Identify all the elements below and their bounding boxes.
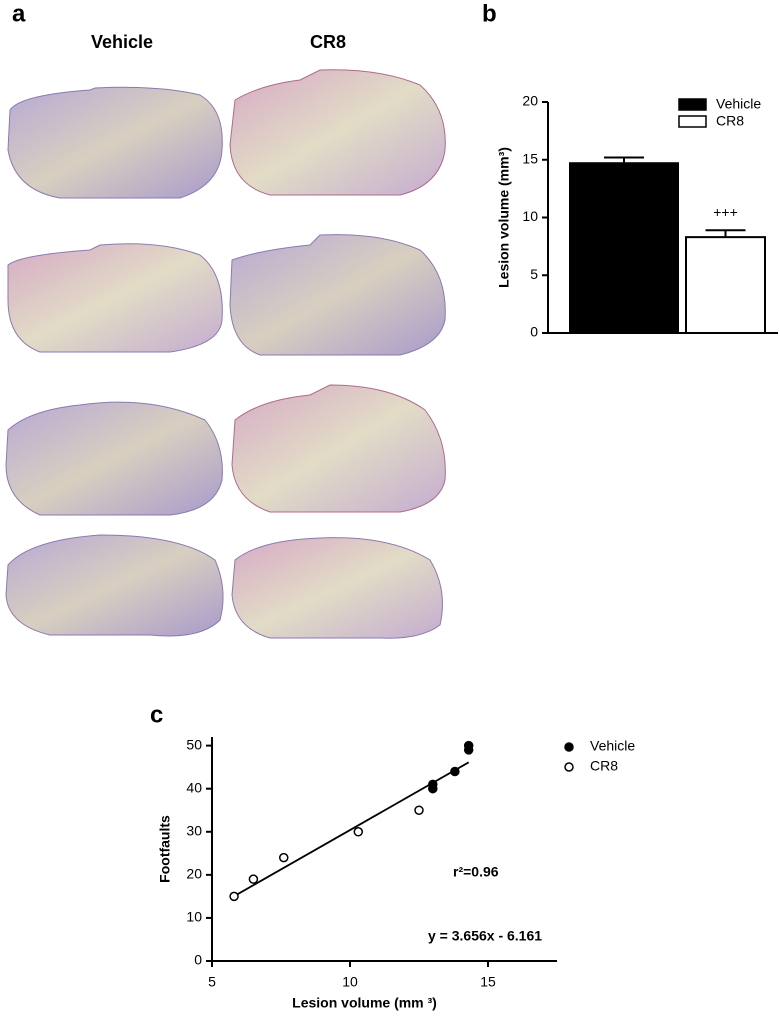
y-tick-label: 20 (522, 93, 538, 109)
y-tick-label: 10 (186, 909, 202, 925)
legend-label: Vehicle (716, 96, 761, 112)
brain-section (229, 234, 446, 356)
y-tick-label: 20 (186, 866, 202, 882)
brain-section (5, 401, 223, 516)
x-axis-label: Lesion volume (mm ³) (292, 995, 437, 1011)
legend-swatch (678, 98, 707, 111)
data-point (450, 766, 460, 777)
legend-marker (564, 742, 574, 752)
panel-label: b (482, 0, 497, 27)
y-axis-label: Lesion volume (mm³) (496, 147, 512, 288)
legend-label: CR8 (590, 758, 618, 774)
data-point (463, 745, 474, 755)
legend-marker (564, 762, 574, 772)
column-title: CR8 (310, 32, 346, 52)
legend-swatch (678, 115, 707, 128)
y-tick-label: 10 (522, 208, 538, 224)
brain-section (7, 243, 223, 353)
data-point (353, 827, 364, 837)
panel-label: c (150, 701, 163, 728)
annotation: r²=0.96 (453, 864, 499, 880)
legend-label: Vehicle (590, 738, 635, 754)
legend-label: CR8 (716, 113, 744, 129)
y-tick-label: 15 (522, 150, 538, 166)
data-point (414, 805, 424, 815)
y-tick-label: 5 (530, 266, 538, 282)
y-tick-label: 0 (194, 952, 202, 968)
data-point (279, 852, 289, 863)
x-tick-label: 10 (342, 974, 358, 990)
data-point (428, 783, 438, 794)
y-tick-label: 50 (186, 736, 202, 752)
bar (569, 162, 679, 334)
annotation: +++ (713, 204, 738, 220)
brain-section (229, 69, 446, 196)
column-title: Vehicle (91, 32, 153, 52)
brain-section (231, 384, 446, 513)
x-tick-label: 5 (208, 974, 216, 990)
y-axis-label: Footfaults (157, 815, 173, 883)
data-point (229, 891, 239, 902)
data-point (248, 874, 259, 884)
y-tick-label: 30 (186, 822, 202, 838)
annotation: y = 3.656x - 6.161 (428, 928, 542, 944)
x-tick-label: 15 (480, 974, 496, 990)
brain-section (7, 86, 223, 199)
brain-sections (5, 69, 446, 639)
y-tick-label: 40 (186, 779, 202, 795)
bar (685, 236, 766, 334)
y-tick-label: 0 (530, 324, 538, 340)
panel-label: a (12, 0, 26, 27)
brain-section (231, 537, 443, 639)
brain-section (5, 534, 224, 637)
